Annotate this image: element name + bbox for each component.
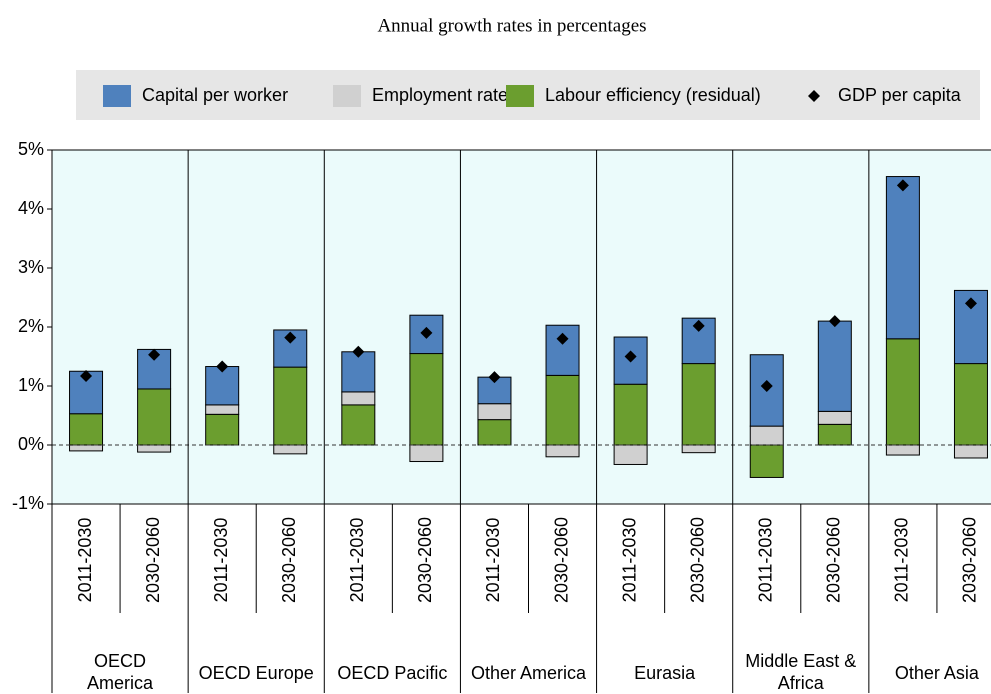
x-tick-label: 2011-2030 [619,518,639,603]
y-tick-label: 5% [18,139,44,159]
gdp-marker [148,348,161,361]
bar-segment [341,351,376,393]
x-tick-label: 2011-2030 [211,518,231,603]
bar-segment [817,423,852,446]
legend-swatch [506,85,534,107]
bar-segment [953,363,988,446]
bar-segment [749,425,784,446]
bar-segment [885,176,920,340]
bar-segment [477,376,512,405]
gdp-marker [216,360,229,373]
x-tick-label: 2030-2060 [687,517,707,603]
bar-segment [273,366,308,446]
group-label: Middle East & Africa [745,651,857,693]
bar-segment [137,388,172,446]
bar-segment [137,444,172,453]
legend-label: Employment rate [372,85,508,105]
chart-title: Annual growth rates in percentages [377,15,646,36]
y-tick-label: 4% [18,198,44,218]
gdp-marker [828,315,841,328]
gdp-marker [420,326,433,339]
bar-segment [205,366,240,406]
x-tick-label: 2011-2030 [756,518,776,603]
bar-segment [545,444,580,458]
gdp-marker [284,331,297,344]
bar-segment [613,383,648,446]
gdp-marker [556,332,569,345]
bar-segment [409,353,444,446]
group-label: OECD America [87,651,154,693]
x-tick-label: 2011-2030 [892,518,912,603]
y-tick-label: 1% [18,375,44,395]
group-label: Other Asia [894,663,979,683]
group-label: OECD Europe [198,663,314,683]
x-tick-label: 2030-2060 [551,517,571,603]
gdp-marker [760,380,773,392]
gdp-marker [692,319,705,332]
y-tick-label: 0% [18,434,44,454]
bar-segment [545,324,580,376]
bar-segment [749,444,784,478]
bar-segment [817,320,852,412]
gdp-marker [624,350,637,363]
bar-segment [681,363,716,446]
legend-label: Capital per worker [142,85,288,105]
group-label: Eurasia [634,663,696,683]
bar-segment [613,444,648,465]
y-tick-label: -1% [12,493,44,513]
bar-segment [477,419,512,446]
bar-segment [953,444,988,459]
gdp-marker [352,345,365,358]
bar-segment [69,413,104,446]
bar-segment [341,391,376,406]
bar-segment [69,370,104,415]
bar-segment [477,403,512,421]
x-tick-label: 2030-2060 [143,517,163,603]
x-tick-label: 2011-2030 [483,518,503,603]
bar-segment [681,444,716,454]
legend-swatch [333,85,361,107]
bar-segment [885,338,920,446]
legend-label: Labour efficiency (residual) [545,85,761,105]
bar-segment [817,410,852,425]
bar-segment [409,444,444,463]
bar-segment [137,348,172,390]
x-tick-label: 2030-2060 [824,517,844,603]
bar-segment [273,444,308,455]
bar-segment [545,374,580,446]
group-label: OECD Pacific [337,663,448,683]
y-tick-label: 3% [18,257,44,277]
bar-segment [205,404,240,415]
legend-swatch [103,85,131,107]
x-tick-label: 2030-2060 [415,517,435,603]
x-tick-label: 2030-2060 [960,517,980,603]
x-tick-label: 2011-2030 [347,518,367,603]
group-label: Other America [470,663,587,683]
gdp-marker [964,297,977,310]
gdp-marker [488,371,501,384]
bar-segment [69,444,104,452]
x-tick-label: 2030-2060 [279,517,299,603]
bar-segment [885,444,920,456]
legend-swatch [808,90,820,102]
x-tick-label: 2011-2030 [75,518,95,603]
gdp-marker [896,179,909,192]
bar-segment [341,404,376,446]
bar-segment [409,314,444,355]
legend-label: GDP per capita [838,85,962,105]
bar-segment [205,413,240,446]
bar-segment [953,289,988,365]
gdp-marker [80,369,93,382]
y-tick-label: 2% [18,316,44,336]
